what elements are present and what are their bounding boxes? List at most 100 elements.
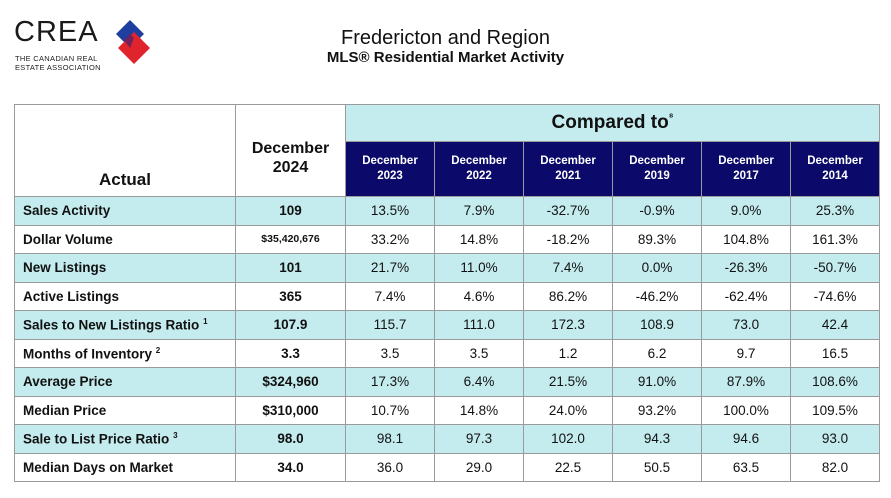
compare-column-header: December 2017 (701, 141, 791, 197)
comparison-value: 3.5 (345, 338, 435, 368)
comparison-value: 97.3 (434, 424, 524, 454)
compare-column-month: December (451, 155, 507, 167)
row-label: Median Price (23, 402, 107, 418)
comparison-value: -18.2% (523, 224, 613, 254)
comparison-value: 108.9 (612, 310, 702, 340)
comparison-value: -0.9% (612, 196, 702, 226)
comparison-value: 93.2% (612, 395, 702, 425)
compare-column-header: December 2021 (523, 141, 613, 197)
compare-column-month: December (718, 155, 774, 167)
table-row: Dollar Volume $35,420,676 33.2% 14.8% -18.2%… (14, 224, 881, 254)
compared-to-label: Compared to (551, 112, 669, 133)
row-label: Active Listings (23, 288, 120, 304)
comparison-value: 25.3% (789, 196, 881, 226)
row-footnote: 2 (155, 345, 161, 355)
comparison-value: -62.4% (701, 281, 791, 311)
comparison-value: 42.4 (789, 310, 881, 340)
comparison-value: 50.5 (612, 452, 702, 482)
comparison-value: 63.5 (701, 452, 791, 482)
current-period-header: December 2024 (235, 104, 346, 197)
comparison-value: 9.0% (701, 196, 791, 226)
compare-column-year: 2022 (466, 170, 492, 182)
report-title: Fredericton and Region (340, 27, 550, 49)
compare-column-month: December (807, 155, 863, 167)
header-row-top: Actual December 2024 Compared to⁸ (14, 104, 881, 197)
comparison-value: -50.7% (789, 253, 881, 283)
market-activity-table: Actual December 2024 Compared to⁸ Decemb… (14, 104, 881, 482)
compare-column-year: 2019 (644, 170, 670, 182)
comparison-value: 6.2 (612, 338, 702, 368)
row-label-cell: Median Days on Market (14, 452, 236, 482)
comparison-value: 6.4% (434, 367, 524, 397)
row-label: Months of Inventory (23, 346, 152, 361)
comparison-value: 14.8% (434, 395, 524, 425)
comparison-value: 111.0 (434, 310, 524, 340)
comparison-value: 93.0 (789, 424, 881, 454)
row-label-cell: Sales Activity (14, 196, 236, 226)
row-label: Average Price (23, 374, 113, 390)
current-value: $310,000 (235, 395, 346, 425)
comparison-value: 100.0% (701, 395, 791, 425)
compared-to-header: Compared to⁸ (344, 104, 881, 142)
row-label: Dollar Volume (23, 231, 113, 247)
row-label: Sales to New Listings Ratio (23, 317, 200, 333)
compare-column-year: 2023 (377, 170, 403, 182)
comparison-value: 104.8% (701, 224, 791, 254)
table-body: Sales Activity 109 13.5% 7.9% -32.7% -0.9% 9.0… (14, 196, 881, 482)
current-period-year: 2024 (272, 158, 309, 176)
logo-wordmark: CREA (14, 16, 99, 48)
compare-column-month: December (629, 155, 685, 167)
comparison-value: 82.0 (789, 452, 881, 482)
table-row: Sales Activity 109 13.5% 7.9% -32.7% -0.9% 9.0… (14, 196, 881, 226)
compare-column-month: December (540, 155, 596, 167)
market-activity-table-wrapper: Actual December 2024 Compared to⁸ Decemb… (14, 104, 881, 482)
comparison-value: 109.5% (789, 395, 881, 425)
compare-column-year: 2017 (733, 170, 759, 182)
compare-column-header: December 2014 (789, 141, 881, 197)
comparison-value: 86.2% (523, 281, 613, 311)
logo-subtitle-line1: THE CANADIAN REAL (15, 54, 98, 63)
comparison-value: 0.0% (612, 253, 702, 283)
current-value: 101 (235, 253, 346, 283)
comparison-value: 36.0 (345, 452, 435, 482)
current-period-month: December (251, 139, 330, 157)
crea-diamond-icon (116, 20, 150, 64)
row-label-cell: Sale to List Price Ratio 3 (14, 424, 236, 454)
comparison-value: 89.3% (612, 224, 702, 254)
logo-subtitle-line2: ESTATE ASSOCIATION (15, 63, 101, 72)
comparison-value: 9.7 (701, 338, 791, 368)
comparison-value: 1.2 (523, 338, 613, 368)
row-label-cell: New Listings (14, 253, 236, 283)
compare-column-month: December (362, 155, 418, 167)
compared-to-footnote: ⁸ (668, 112, 674, 123)
row-footnote: 3 (173, 431, 178, 440)
comparison-value: 94.6 (701, 424, 791, 454)
comparison-value: 11.0% (434, 253, 524, 283)
comparison-value: 33.2% (345, 224, 435, 254)
comparison-value: -46.2% (612, 281, 702, 311)
row-label-cell: Sales to New Listings Ratio 1 (14, 310, 236, 340)
table-row: Median Days on Market 34.0 36.0 29.0 22.5 50.… (14, 452, 881, 482)
compare-column-year: 2021 (555, 170, 581, 182)
table-row: Sale to List Price Ratio 3 98.0 98.1 97.3 10… (14, 424, 881, 454)
row-label-cell: Active Listings (14, 281, 236, 311)
comparison-value: 10.7% (345, 395, 435, 425)
comparison-value: 94.3 (612, 424, 702, 454)
comparison-value: 22.5 (523, 452, 613, 482)
table-row: New Listings 101 21.7% 11.0% 7.4% 0.0% -26.3% -… (14, 253, 881, 283)
current-value: $35,420,676 (235, 224, 346, 254)
comparison-value: 4.6% (434, 281, 524, 311)
table-row: Months of Inventory 2 3.3 3.5 3.5 1.2 6.2 9.7 1… (14, 338, 881, 368)
row-label-cell: Months of Inventory 2 (14, 338, 236, 368)
comparison-value: 87.9% (701, 367, 791, 397)
current-value: 34.0 (235, 452, 346, 482)
compare-column-header: December 2023 (345, 141, 435, 197)
row-label: Median Days on Market (23, 459, 174, 475)
row-label-cell: Median Price (14, 395, 236, 425)
current-value: 107.9 (235, 310, 346, 340)
table-row: Sales to New Listings Ratio 1 107.9 115.7 1… (14, 310, 881, 340)
comparison-value: 7.9% (434, 196, 524, 226)
compare-column-header: December 2019 (612, 141, 702, 197)
table-row: Active Listings 365 7.4% 4.6% 86.2% -46.2% -62… (14, 281, 881, 311)
row-label-cell: Average Price (14, 367, 236, 397)
